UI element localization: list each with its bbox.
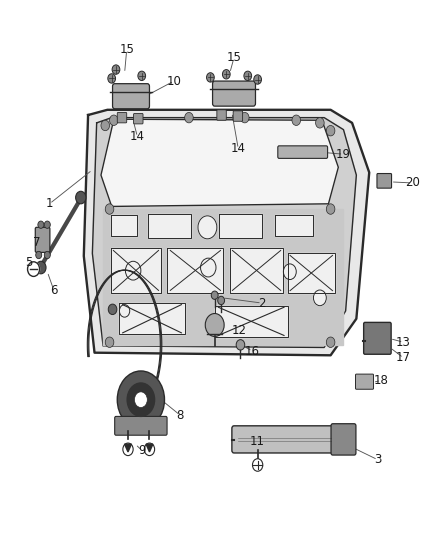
Text: 2: 2 bbox=[258, 296, 266, 310]
Text: 16: 16 bbox=[245, 345, 260, 358]
Circle shape bbox=[198, 216, 217, 239]
Circle shape bbox=[201, 258, 216, 277]
Circle shape bbox=[240, 112, 249, 123]
Text: 18: 18 bbox=[374, 374, 389, 387]
FancyBboxPatch shape bbox=[331, 424, 356, 455]
Circle shape bbox=[38, 221, 44, 228]
Text: 12: 12 bbox=[232, 324, 247, 337]
Circle shape bbox=[76, 191, 86, 204]
Polygon shape bbox=[101, 119, 338, 206]
Circle shape bbox=[44, 221, 50, 228]
Circle shape bbox=[315, 118, 324, 128]
Text: 9: 9 bbox=[138, 444, 145, 457]
FancyBboxPatch shape bbox=[232, 426, 346, 453]
Circle shape bbox=[138, 71, 145, 80]
Text: 7: 7 bbox=[33, 237, 40, 249]
Polygon shape bbox=[219, 214, 262, 238]
Polygon shape bbox=[215, 306, 288, 337]
Circle shape bbox=[144, 443, 155, 456]
Circle shape bbox=[211, 291, 218, 300]
Polygon shape bbox=[111, 248, 161, 293]
Polygon shape bbox=[124, 444, 131, 452]
Circle shape bbox=[134, 392, 147, 408]
FancyBboxPatch shape bbox=[35, 227, 50, 253]
Circle shape bbox=[28, 262, 39, 277]
Text: 19: 19 bbox=[336, 148, 351, 160]
Text: 17: 17 bbox=[396, 351, 411, 365]
Polygon shape bbox=[288, 254, 335, 293]
Circle shape bbox=[44, 252, 50, 259]
Circle shape bbox=[223, 70, 230, 79]
Text: 8: 8 bbox=[177, 409, 184, 422]
FancyBboxPatch shape bbox=[113, 84, 149, 109]
Text: 13: 13 bbox=[396, 336, 411, 349]
Circle shape bbox=[36, 261, 46, 274]
FancyBboxPatch shape bbox=[364, 322, 391, 354]
Circle shape bbox=[123, 443, 133, 456]
Circle shape bbox=[205, 313, 224, 336]
Polygon shape bbox=[230, 248, 283, 293]
Circle shape bbox=[292, 115, 300, 125]
Text: 5: 5 bbox=[25, 256, 33, 269]
Text: 1: 1 bbox=[46, 197, 53, 211]
FancyBboxPatch shape bbox=[377, 174, 392, 188]
Text: 10: 10 bbox=[166, 75, 181, 87]
Polygon shape bbox=[275, 215, 314, 236]
Circle shape bbox=[108, 74, 116, 83]
Text: 14: 14 bbox=[130, 131, 145, 143]
Text: 11: 11 bbox=[250, 435, 265, 448]
Text: 6: 6 bbox=[50, 284, 57, 296]
Text: 15: 15 bbox=[226, 51, 241, 64]
FancyBboxPatch shape bbox=[217, 110, 226, 120]
Circle shape bbox=[252, 459, 263, 471]
FancyBboxPatch shape bbox=[356, 374, 374, 389]
Circle shape bbox=[101, 120, 110, 131]
Text: 15: 15 bbox=[119, 43, 134, 56]
Circle shape bbox=[185, 112, 193, 123]
Circle shape bbox=[117, 371, 165, 429]
Circle shape bbox=[326, 337, 335, 348]
Polygon shape bbox=[148, 214, 191, 238]
Circle shape bbox=[283, 264, 296, 280]
Circle shape bbox=[110, 115, 118, 125]
FancyBboxPatch shape bbox=[212, 81, 255, 106]
Text: 14: 14 bbox=[231, 142, 246, 156]
Polygon shape bbox=[146, 444, 153, 452]
Circle shape bbox=[218, 296, 225, 305]
Circle shape bbox=[244, 71, 251, 80]
Polygon shape bbox=[84, 110, 369, 356]
Circle shape bbox=[105, 204, 114, 214]
Circle shape bbox=[36, 252, 42, 259]
Text: 3: 3 bbox=[374, 453, 381, 466]
Text: 20: 20 bbox=[405, 176, 420, 189]
Circle shape bbox=[326, 125, 335, 136]
Circle shape bbox=[120, 305, 130, 317]
Circle shape bbox=[108, 304, 117, 314]
FancyBboxPatch shape bbox=[115, 416, 167, 435]
Polygon shape bbox=[103, 209, 343, 345]
Polygon shape bbox=[92, 118, 357, 348]
Circle shape bbox=[112, 65, 120, 74]
FancyBboxPatch shape bbox=[117, 112, 127, 123]
FancyBboxPatch shape bbox=[134, 114, 143, 124]
FancyBboxPatch shape bbox=[278, 146, 328, 158]
Circle shape bbox=[314, 290, 326, 306]
FancyBboxPatch shape bbox=[233, 111, 243, 122]
Circle shape bbox=[127, 383, 155, 416]
Circle shape bbox=[207, 72, 214, 82]
Circle shape bbox=[105, 337, 114, 348]
Circle shape bbox=[125, 261, 141, 280]
Circle shape bbox=[236, 340, 245, 350]
Circle shape bbox=[326, 204, 335, 214]
Circle shape bbox=[254, 75, 261, 84]
Polygon shape bbox=[167, 248, 223, 293]
Polygon shape bbox=[111, 215, 138, 236]
Polygon shape bbox=[120, 303, 185, 334]
